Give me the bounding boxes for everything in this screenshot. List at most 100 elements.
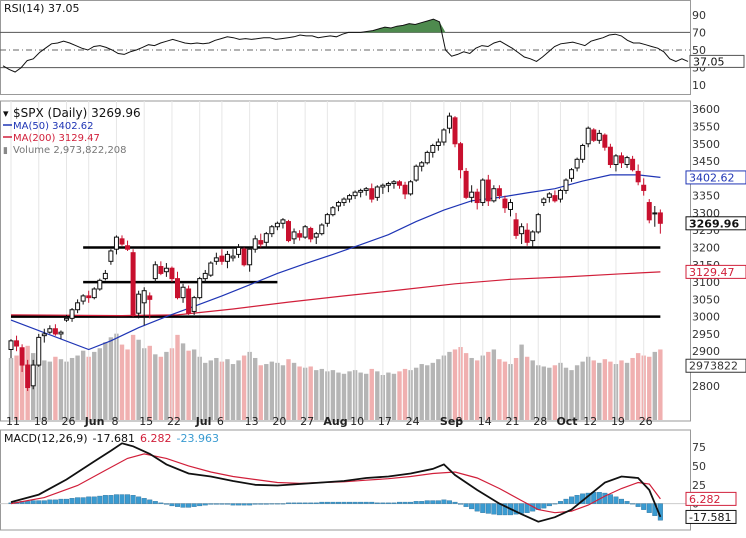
macd-histogram-bar [419,501,424,503]
volume-bar [475,360,479,420]
volume-bar [225,359,229,420]
candle-body [159,267,163,274]
macd-histogram-bar [625,501,630,503]
volume-bar [336,373,340,420]
candle-body [409,182,413,194]
candle-body [581,145,585,159]
candle-body [242,249,246,265]
macd-histogram-bar [542,504,547,509]
candle-body [381,185,385,187]
candle-body [198,279,202,298]
candle-body [625,158,629,165]
candle-body [425,152,429,162]
volume-bar [653,352,657,420]
volume-bar [386,373,390,420]
volume-bar [186,351,190,420]
x-tick-label: 27 [300,415,314,428]
macd-histogram-bar [136,497,141,504]
macd-tick-label: 50 [692,460,706,473]
candle-body [192,298,196,312]
candle-body [525,230,529,242]
volume-bar [103,342,107,420]
rsi-tick-label: 90 [692,9,706,22]
candle-body [509,203,513,210]
volume-bar [425,365,429,420]
candle-body [287,222,291,241]
candle-body [475,192,479,202]
macd-value-tag: -17.581 [689,511,731,524]
candle-body [220,256,224,261]
macd-histogram-bar [325,502,330,504]
candle-body [9,341,13,350]
candle-body [270,227,274,234]
candle-body [592,130,596,140]
macd-histogram-bar [347,502,352,504]
macd-histogram-bar [386,503,391,504]
volume-bar [447,352,451,420]
macd-histogram-bar [42,501,47,504]
candle-body [531,232,535,241]
candle-body [336,203,340,206]
volume-bar [148,346,152,420]
volume-bar [192,349,196,420]
price-value-tag: 2973822 [689,360,738,373]
volume-bar [320,369,324,420]
volume-bar [370,369,374,420]
price-value-tag: 3402.62 [689,171,735,184]
candle-body [497,189,501,196]
volume-bar [264,364,268,420]
candle-body [386,184,390,186]
macd-histogram-bar [492,504,497,515]
macd-histogram-bar [547,504,552,506]
volume-bar [525,357,529,420]
candle-body [364,189,368,191]
candle-body [542,199,546,202]
candle-body [420,163,424,166]
volume-bar [70,358,74,420]
candle-body [303,227,307,237]
volume-bar [658,349,662,420]
candle-body [603,135,607,147]
macd-histogram-bar [192,504,197,507]
rsi-value-tag: 37.05 [693,55,725,68]
candle-body [353,192,357,195]
volume-bar [630,358,634,420]
x-tick-label: 12 [583,415,597,428]
macd-histogram-bar [375,503,380,504]
volume-bar [297,366,301,420]
candle-body [631,159,635,169]
volume-bar [397,371,401,420]
x-tick-label: 11 [6,415,20,428]
volume-bar [314,370,318,420]
x-tick-label: Jun [84,415,105,428]
macd-histogram-bar [131,495,136,503]
macd-histogram-bar [453,502,458,504]
volume-bar [48,362,52,420]
candle-body [342,199,346,202]
candle-body [292,232,296,239]
volume-bar [259,365,263,420]
candle-body [15,341,19,346]
candle-body [120,239,124,244]
macd-histogram-bar [98,496,103,504]
macd-histogram-bar [641,504,646,510]
volume-bar [270,362,274,420]
volume-bar [98,348,102,420]
x-tick-label: 26 [639,415,653,428]
x-tick-label: 10 [350,415,364,428]
candle-body [164,268,168,271]
volume-bar [209,360,213,420]
macd-histogram-bar [170,504,175,506]
macd-histogram-bar [519,504,524,514]
macd-histogram-bar [214,504,219,505]
volume-bar [464,353,468,420]
volume-bar [109,337,113,420]
macd-histogram-bar [103,495,108,503]
macd-histogram-bar [480,504,485,513]
candle-body [586,128,590,144]
volume-bar [453,349,457,420]
candle-body [597,133,601,140]
candle-body [575,159,579,168]
volume-bar [519,345,523,420]
